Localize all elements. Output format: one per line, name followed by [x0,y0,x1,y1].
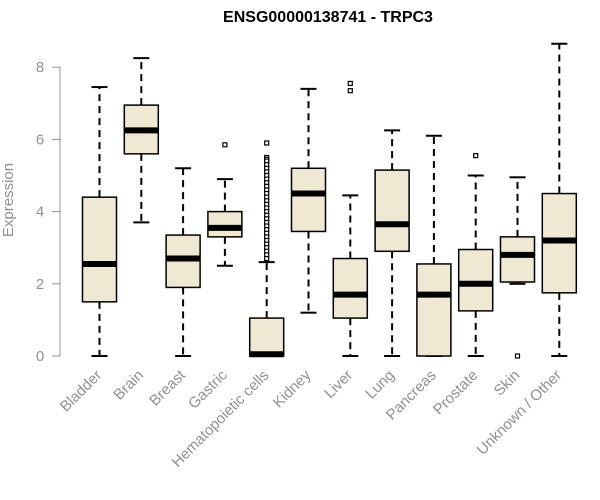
outlier-point [514,353,521,359]
outlier-point [473,153,479,159]
outlier-point [264,140,270,146]
box-group [416,134,452,357]
outlier-point [222,142,228,148]
box-iqr [248,317,285,357]
box-group [123,57,160,224]
outlier-point [264,255,270,262]
box-group [165,167,201,357]
category-label: Breast [146,366,189,409]
chart-title: ENSG00000138741 - TRPC3 [223,9,433,26]
box-group [541,42,578,357]
box-iqr [416,263,452,357]
category-label: Skin [491,367,524,400]
y-tick-label: 0 [36,348,44,365]
box-group [457,153,494,357]
box-iqr [457,248,494,312]
category-label: Prostate [430,367,482,419]
outlier-point [347,88,353,94]
y-tick-label: 2 [36,276,44,293]
category-label: Liver [321,367,356,402]
category-label: Kidney [270,366,315,411]
box-group [248,140,285,358]
category-label: Brain [110,367,147,404]
box-iqr [332,257,369,319]
box-iqr [207,210,243,238]
outlier-point [347,80,353,87]
box-group [499,176,536,359]
y-tick-label: 6 [36,131,44,148]
y-tick-label: 4 [36,204,44,221]
box-iqr [290,167,327,233]
category-label: Bladder [57,367,106,416]
y-tick-label: 8 [36,59,44,76]
box-iqr [499,236,536,283]
box-group [332,80,369,357]
box-group [290,87,327,314]
category-label: Lung [362,367,398,403]
box-iqr [374,169,410,253]
box-iqr [81,196,118,303]
box-group [207,142,243,267]
box-group [374,129,410,357]
y-axis-label: Expression [0,163,17,237]
box-group [81,86,118,357]
